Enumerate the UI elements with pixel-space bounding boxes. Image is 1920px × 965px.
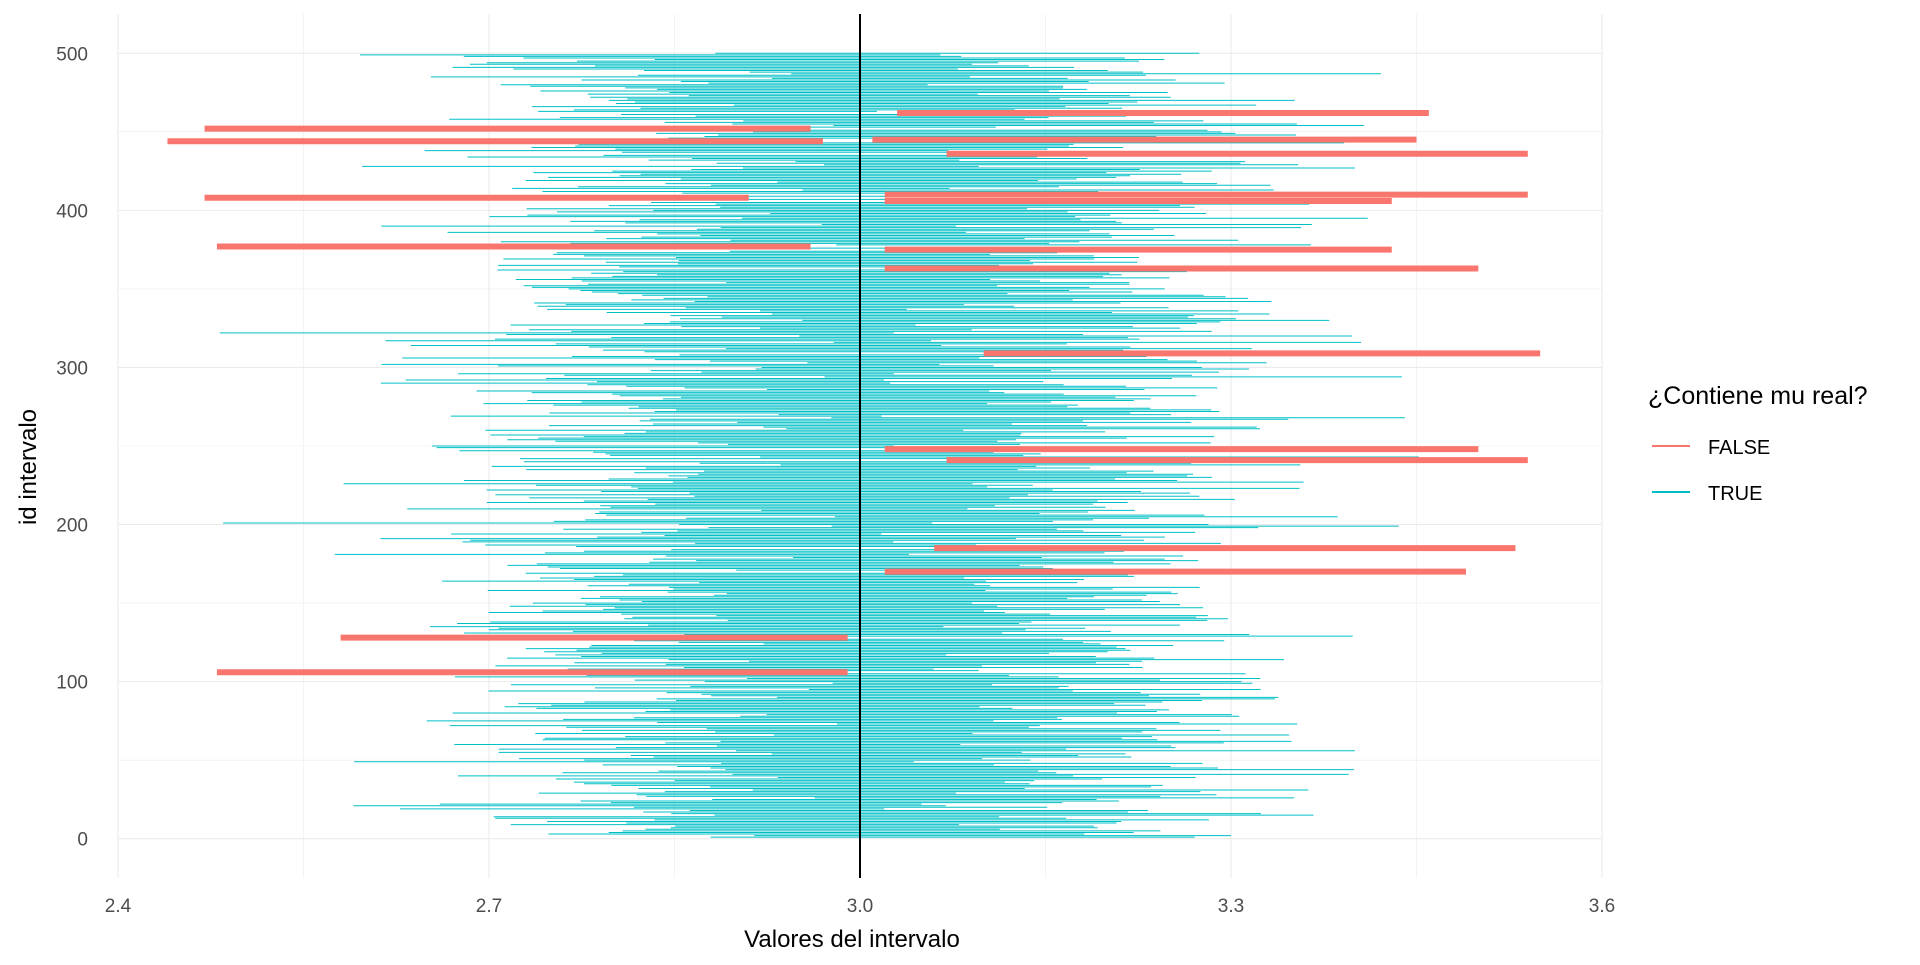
x-tick-label: 2.7 [476,896,502,917]
y-tick-label: 100 [56,673,88,694]
x-tick-label: 3.0 [847,896,873,917]
y-tick-label: 200 [56,516,88,537]
x-tick-label: 3.3 [1218,896,1244,917]
legend: ¿Contiene mu real? FALSE TRUE [1648,382,1868,505]
legend-label-true: TRUE [1708,483,1762,505]
y-tick-label: 300 [56,358,88,379]
interval-layer [219,52,1419,838]
y-tick-label: 500 [56,44,88,65]
x-axis-title: Valores del intervalo [744,926,960,953]
non-covering-interval-layer [167,109,1541,676]
legend-label-false: FALSE [1708,437,1770,459]
y-tick-label: 0 [77,830,88,851]
legend-title: ¿Contiene mu real? [1648,382,1868,410]
x-tick-label: 3.6 [1589,896,1615,917]
y-tick-label: 400 [56,201,88,222]
tick-label-layer: 2.4 2.7 3.0 3.3 3.6 0 100 200 300 400 500 [56,44,1615,917]
y-axis-title: id intervalo [15,409,42,525]
x-tick-label: 2.4 [105,896,132,917]
